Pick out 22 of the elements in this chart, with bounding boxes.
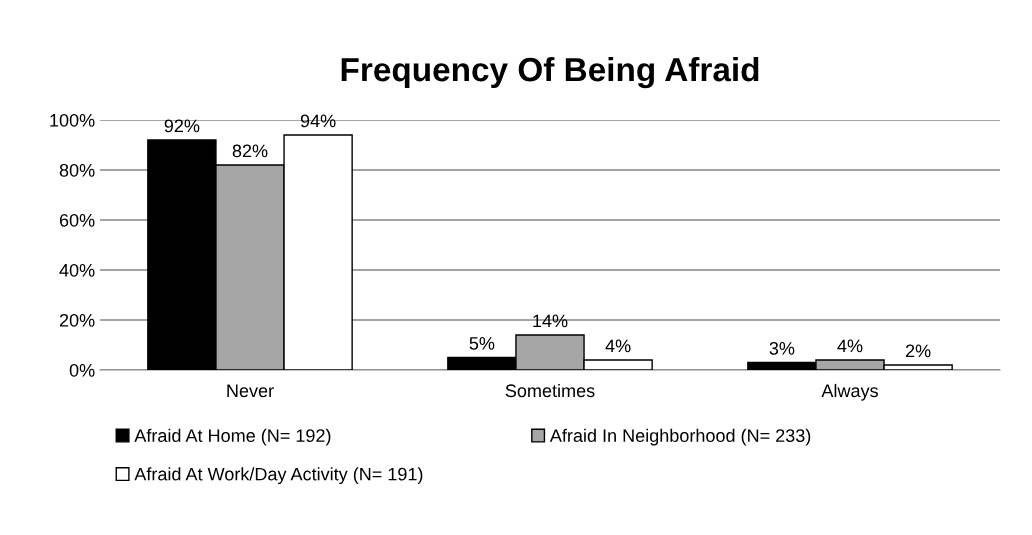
x-tick-label: Always [821, 383, 878, 401]
data-label: 82% [232, 144, 268, 158]
data-label: 14% [533, 314, 568, 328]
x-tick-label: Sometimes [505, 383, 595, 398]
data-label: 3% [769, 341, 795, 355]
data-label: 4% [605, 339, 631, 353]
data-label: 94% [300, 114, 336, 128]
chart-title: Frequency Of Being Afraid [341, 56, 759, 89]
data-label: 92% [164, 119, 200, 133]
data-label: 4% [837, 339, 863, 353]
y-tick-label: 80% [59, 163, 95, 177]
y-tick-label: 60% [59, 213, 95, 227]
y-tick-label: 100% [50, 113, 95, 127]
y-tick-label: 0% [69, 363, 95, 377]
legend-label: Afraid At Home (N= 192) [134, 428, 331, 446]
legend-label: Afraid In Neighborhood (N= 233) [549, 428, 811, 446]
data-label: 2% [905, 344, 931, 358]
x-tick-label: Never [227, 384, 274, 398]
y-tick-label: 40% [59, 263, 95, 277]
data-label: 5% [469, 337, 495, 350]
legend-label: Afraid At Work/Day Activity (N= 191) [134, 467, 423, 485]
y-tick-label: 20% [59, 313, 95, 327]
